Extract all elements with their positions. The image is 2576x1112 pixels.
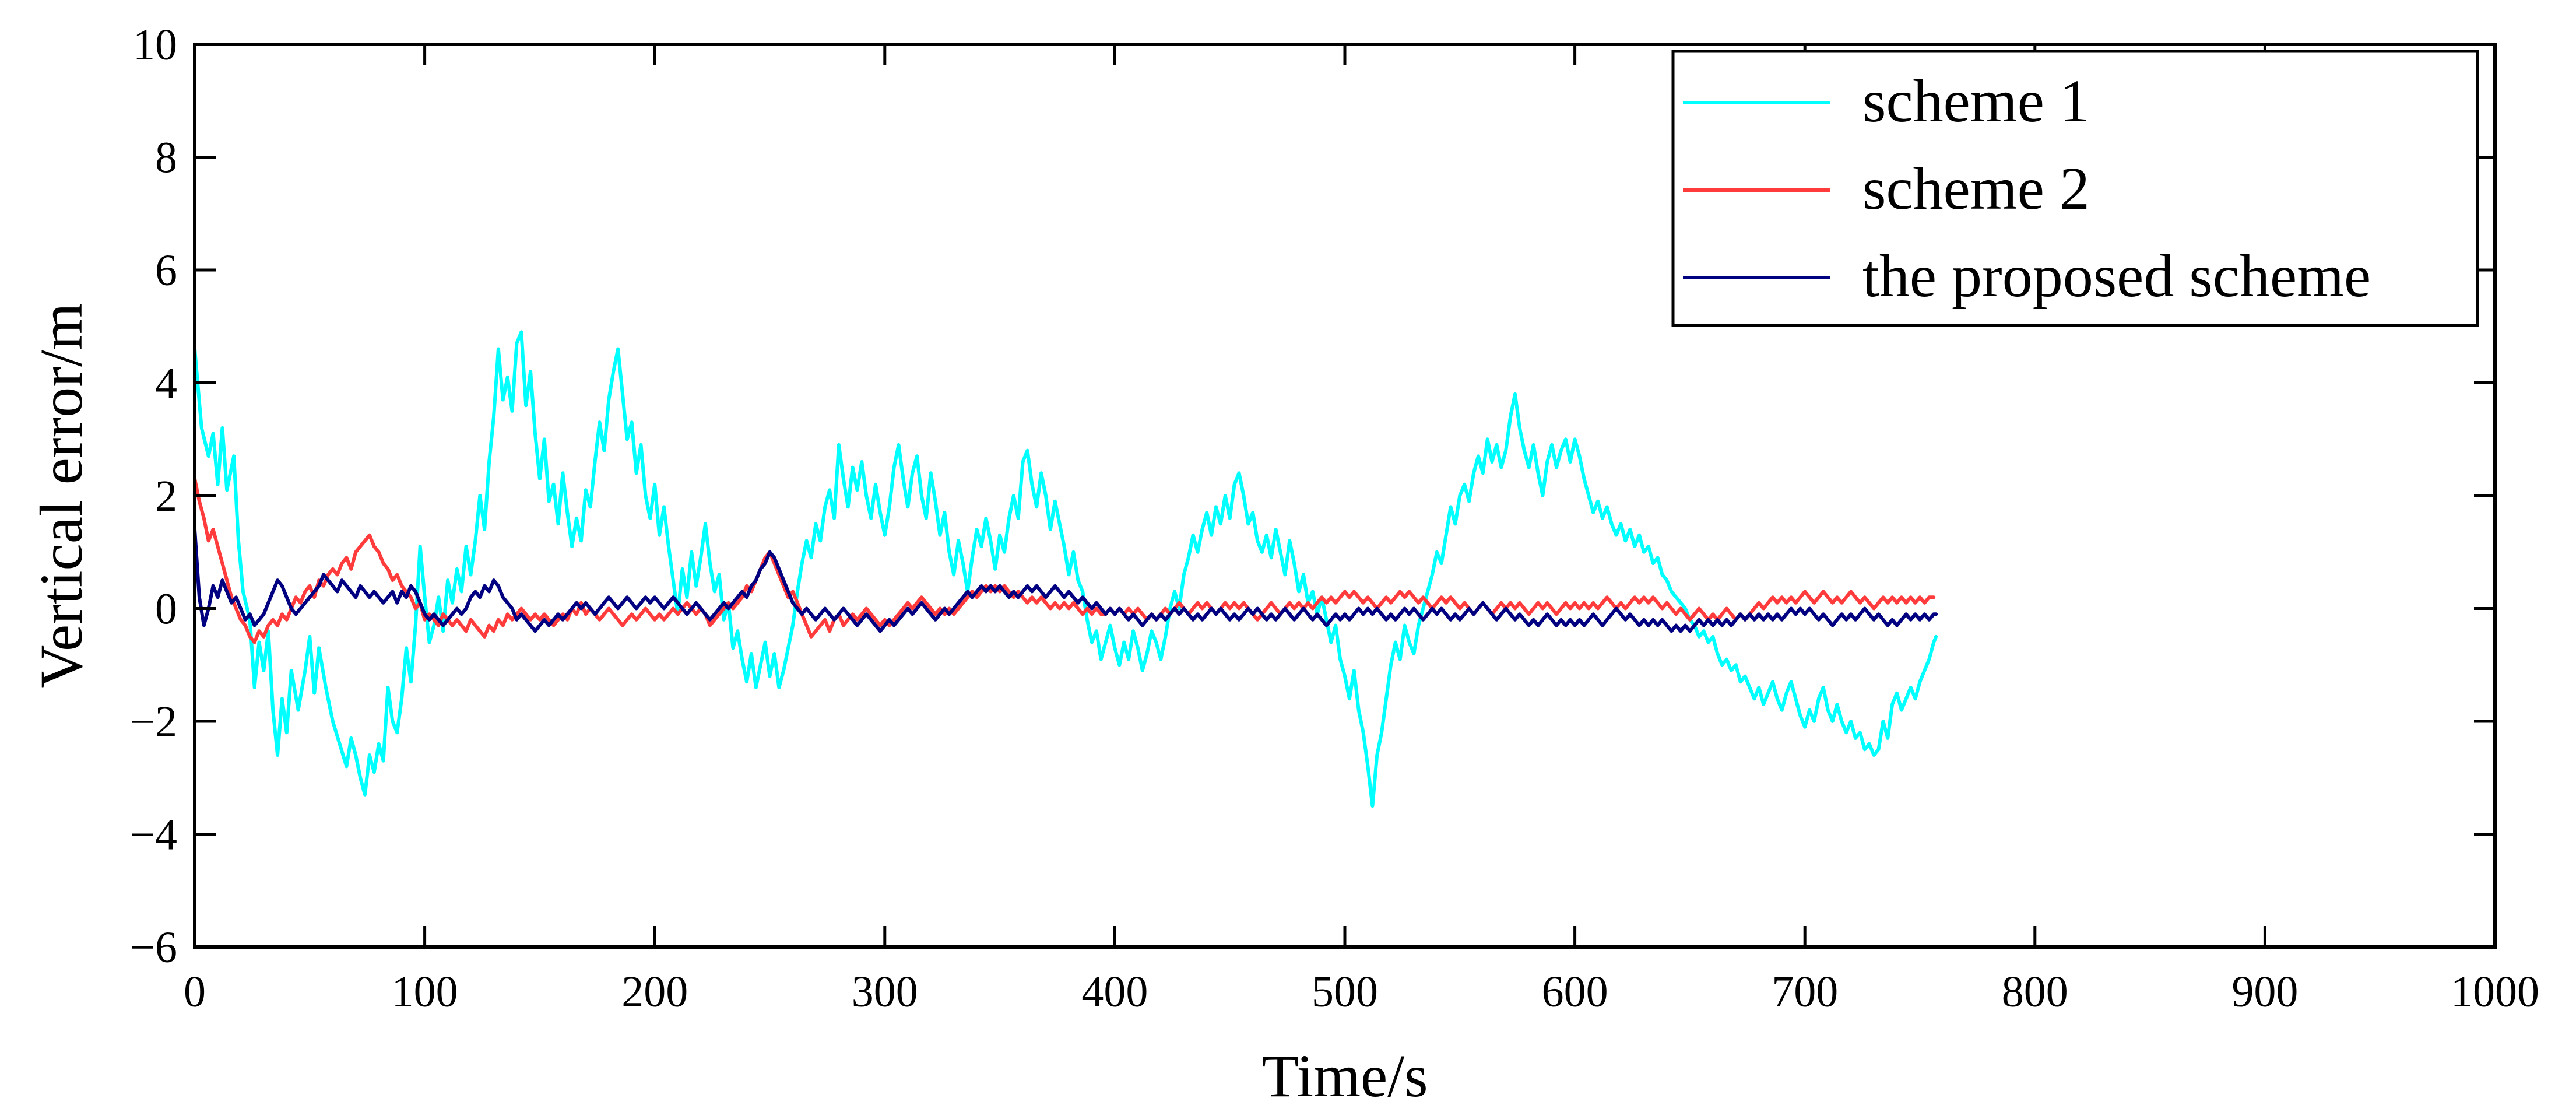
series-line-scheme-1 — [193, 330, 1938, 808]
plot-frame — [193, 43, 2497, 949]
y-tick-label: 4 — [155, 359, 177, 408]
legend: scheme 1 scheme 2 the proposed scheme — [1671, 50, 2479, 327]
x-tick-label: 600 — [1542, 967, 1608, 1016]
y-tick-label: 8 — [155, 134, 177, 183]
x-tick-label: 0 — [184, 967, 206, 1016]
y-axis-title: Vertical error/m — [28, 303, 95, 688]
x-axis-title: Time/s — [1261, 1043, 1428, 1110]
y-tick-label: −6 — [130, 923, 177, 972]
x-tick-label: 800 — [2002, 967, 2068, 1016]
x-tick-label: 700 — [1772, 967, 1838, 1016]
x-tick-label: 500 — [1312, 967, 1378, 1016]
y-tick-label: 2 — [155, 472, 177, 521]
y-tick-label: −4 — [130, 811, 177, 860]
series-line-scheme-2 — [193, 477, 1936, 644]
legend-label-scheme-1: scheme 1 — [1862, 68, 2090, 135]
x-tick-label: 900 — [2231, 967, 2298, 1016]
x-tick-label: 300 — [852, 967, 918, 1016]
tick-labels-layer: 0 100 200 300 400 500 600 700 800 900 1000 −6 −4 −2 0 2… — [130, 20, 2539, 1016]
x-tick-label: 400 — [1081, 967, 1148, 1016]
x-tick-label: 200 — [621, 967, 688, 1016]
y-tick-label: 0 — [155, 585, 177, 634]
y-tick-label: 10 — [133, 20, 177, 69]
y-tick-label: −2 — [130, 697, 177, 746]
x-tick-label: 100 — [392, 967, 458, 1016]
series-line-the-proposed-scheme — [193, 528, 1938, 633]
y-tick-label: 6 — [155, 246, 177, 295]
legend-label-scheme-2: scheme 2 — [1862, 155, 2090, 222]
legend-label-proposed-scheme: the proposed scheme — [1862, 243, 2371, 310]
x-tick-label: 1000 — [2451, 967, 2539, 1016]
series-layer — [193, 330, 1938, 808]
